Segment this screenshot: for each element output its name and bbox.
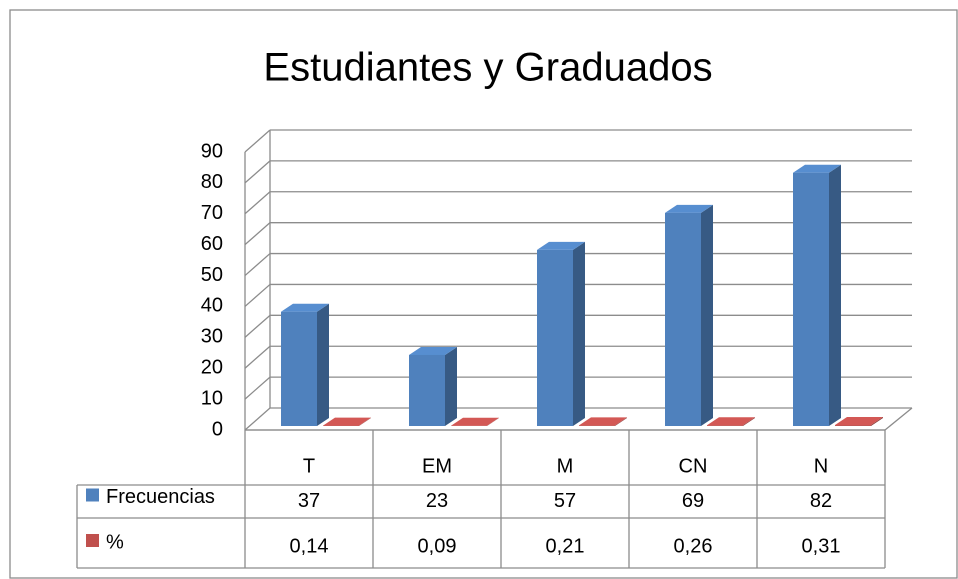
y-tick-label: 90	[201, 140, 223, 162]
bar-top	[323, 417, 371, 426]
y-tick-label: 10	[201, 387, 223, 409]
bar-top	[451, 417, 499, 426]
bar-front	[409, 354, 445, 426]
y-tick-label: 0	[212, 418, 223, 440]
bar-side	[829, 164, 841, 426]
bar-front	[835, 425, 871, 426]
bar-top	[409, 346, 457, 355]
bar-front	[793, 172, 829, 426]
data-label: 0,14	[290, 535, 329, 557]
y-tick-label: 20	[201, 357, 223, 379]
bar-front	[579, 425, 615, 426]
bar-top	[665, 204, 713, 213]
grid-line	[244, 314, 271, 338]
bar	[281, 303, 329, 426]
bar-side	[359, 417, 371, 426]
x-tick-label: N	[814, 455, 828, 477]
x-tick-label: EM	[422, 455, 452, 477]
bar-front	[665, 212, 701, 426]
data-label: 0,31	[802, 535, 841, 557]
bar	[323, 417, 371, 426]
y-tick-label: 30	[201, 326, 223, 348]
grid-line	[244, 253, 271, 277]
grid-line	[244, 283, 271, 307]
bar	[579, 417, 627, 426]
bar-side	[871, 417, 883, 426]
bar-top	[835, 417, 883, 426]
data-label: 0,26	[674, 535, 713, 557]
data-label: 57	[554, 490, 576, 512]
bar-top	[281, 303, 329, 312]
bar-front	[537, 249, 573, 426]
floor-right	[884, 407, 913, 431]
bar	[793, 164, 841, 426]
bar-top	[707, 417, 755, 426]
grid-line	[244, 376, 271, 400]
grid-line	[244, 160, 271, 184]
bar-side	[743, 417, 755, 426]
legend-label: %	[106, 531, 124, 553]
y-tick-label: 80	[201, 171, 223, 193]
y-tick-label: 60	[201, 233, 223, 255]
data-label: 23	[426, 490, 448, 512]
bar	[835, 417, 883, 426]
bar	[665, 204, 713, 426]
bar	[451, 417, 499, 426]
y-tick-label: 40	[201, 295, 223, 317]
y-tick-label: 50	[201, 264, 223, 286]
grid-line	[244, 407, 271, 431]
data-label: 37	[298, 490, 320, 512]
x-tick-label: T	[303, 455, 315, 477]
chart-title: Estudiantes y Graduados	[263, 46, 712, 90]
bar-top	[793, 164, 841, 173]
bar-side	[701, 204, 713, 426]
bar	[537, 241, 585, 426]
bar	[707, 417, 755, 426]
grid-line	[244, 222, 271, 246]
data-label: 82	[810, 490, 832, 512]
x-tick-label: CN	[679, 455, 708, 477]
bar-side	[573, 241, 585, 426]
grid-line	[244, 191, 271, 215]
grid-line	[244, 345, 271, 369]
bar-front	[707, 425, 743, 426]
legend-label: Frecuencias	[106, 486, 215, 508]
data-label: 0,09	[418, 535, 457, 557]
bar-side	[487, 417, 499, 426]
bar-side	[317, 303, 329, 426]
legend-key	[86, 488, 99, 502]
y-tick-label: 70	[201, 202, 223, 224]
x-tick-label: M	[557, 455, 574, 477]
legend-key	[86, 534, 99, 547]
bar-side	[615, 417, 627, 426]
bar-top	[579, 417, 627, 426]
bar	[409, 346, 457, 426]
data-label: 69	[682, 490, 704, 512]
bar-side	[445, 346, 457, 426]
bar-front	[281, 311, 317, 426]
data-label: 0,21	[546, 535, 585, 557]
grid-line	[244, 129, 271, 153]
bar-top	[537, 241, 585, 250]
